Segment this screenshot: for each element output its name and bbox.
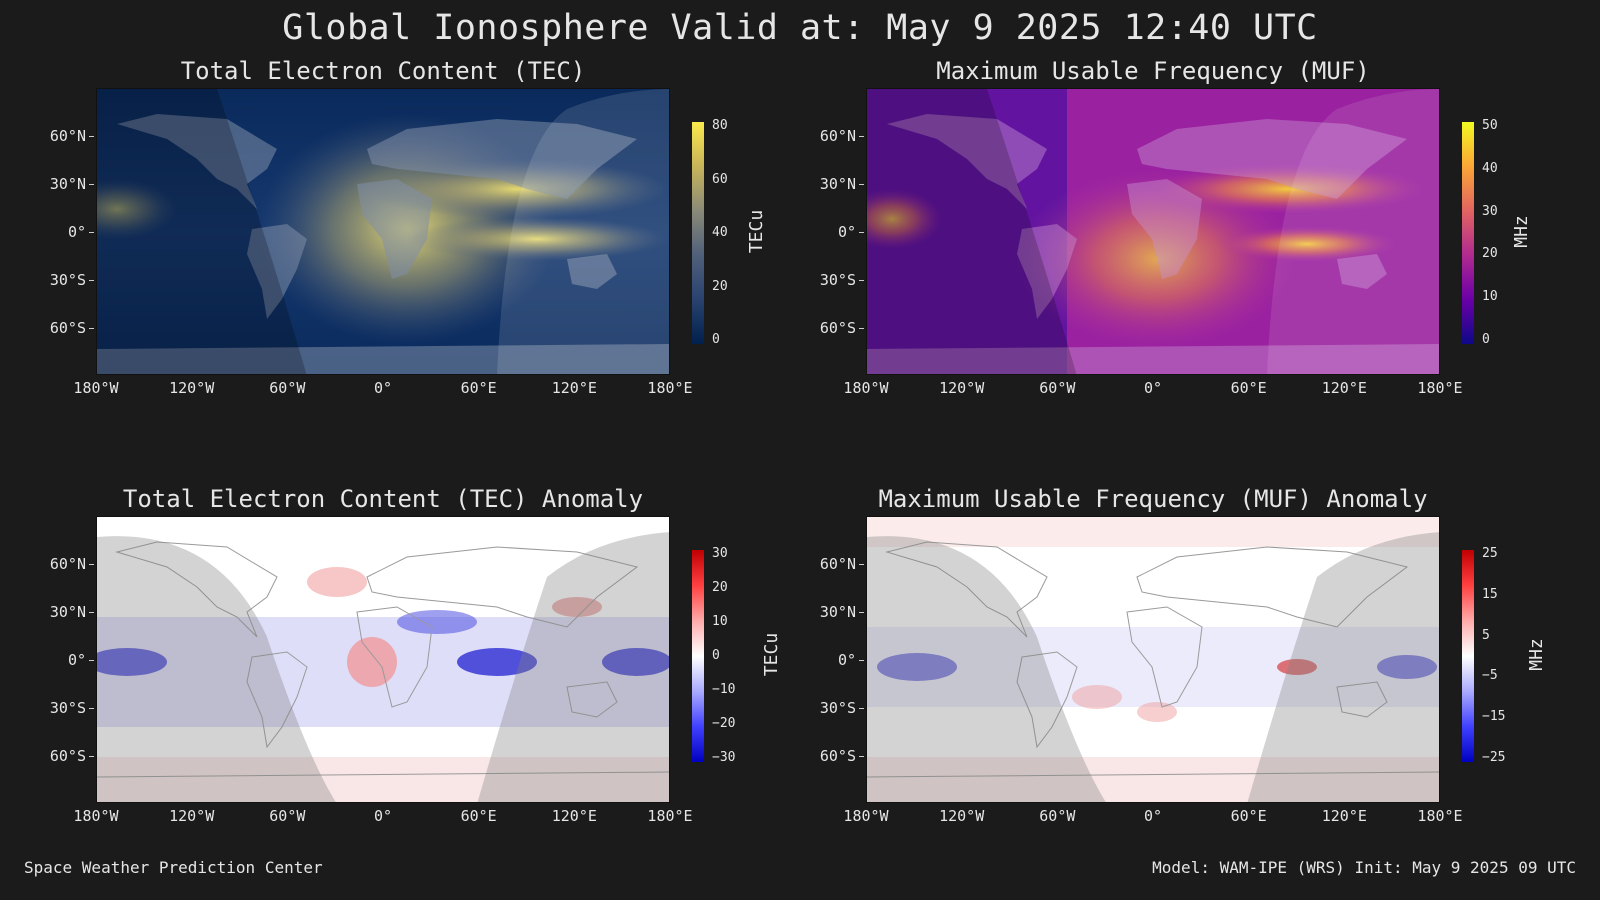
muf-anomaly-colorbar (1462, 550, 1474, 762)
latitude-tick-label: 30°N (26, 603, 94, 621)
longitude-tick-label: 180°E (1417, 807, 1463, 825)
longitude-tick-label: 60°W (1039, 807, 1076, 825)
colorbar-unit-label: TECu (761, 632, 783, 677)
colorbar-tick-label: 30 (712, 546, 728, 561)
colorbar-tick-label: −15 (1482, 709, 1506, 725)
longitude-tick-label: 120°W (939, 807, 985, 825)
longitude-tick-label: 120°W (169, 379, 215, 397)
colorbar-tick-label: 0 (712, 648, 720, 663)
latitude-tick-label: 30°S (796, 271, 864, 289)
longitude-tick-label: 120°E (1321, 807, 1367, 825)
colorbar-tick-label: 5 (1482, 627, 1490, 643)
colorbar-tick-label: 20 (712, 580, 728, 595)
tec-panel-title: Total Electron Content (TEC) (180, 57, 586, 85)
muf-anomaly-map (866, 516, 1440, 803)
colorbar-tick-label: 25 (1482, 546, 1498, 561)
tec-anomaly-colorbar (692, 550, 704, 762)
latitude-tick-label: 0° (26, 223, 94, 241)
colorbar-tick-label: 20 (712, 278, 728, 294)
longitude-tick-label: 120°E (1321, 379, 1367, 397)
latitude-tick-label: 60°N (26, 127, 94, 145)
longitude-tick-label: 60°W (269, 807, 306, 825)
longitude-tick-label: 120°W (939, 379, 985, 397)
latitude-tick-label: 0° (796, 651, 864, 669)
longitude-tick-label: 60°E (460, 379, 497, 397)
longitude-tick-label: 180°E (1417, 379, 1463, 397)
colorbar-tick-label: −25 (1482, 750, 1506, 765)
colorbar-tick-label: 15 (1482, 586, 1498, 602)
colorbar-tick-label: 0 (712, 332, 720, 347)
longitude-tick-label: 0° (373, 379, 393, 397)
latitude-tick-label: 0° (796, 223, 864, 241)
muf-panel-title: Maximum Usable Frequency (MUF) (936, 57, 1370, 85)
latitude-tick-label: 60°S (26, 319, 94, 337)
longitude-tick-label: 60°W (1039, 379, 1076, 397)
colorbar-tick-label: 40 (1482, 160, 1498, 176)
muf-map (866, 88, 1440, 375)
longitude-tick-label: 60°E (460, 807, 497, 825)
longitude-tick-label: 180°W (73, 379, 119, 397)
longitude-tick-label: 0° (373, 807, 393, 825)
latitude-tick-label: 30°S (796, 699, 864, 717)
longitude-tick-label: 180°E (647, 807, 693, 825)
longitude-tick-label: 180°W (843, 379, 889, 397)
colorbar-tick-label: 0 (1482, 332, 1490, 347)
latitude-tick-label: 60°S (796, 747, 864, 765)
footer-credit: Space Weather Prediction Center (24, 858, 323, 877)
colorbar-tick-label: 50 (1482, 118, 1498, 133)
latitude-tick-label: 60°N (26, 555, 94, 573)
longitude-tick-label: 180°W (843, 807, 889, 825)
page-title: Global Ionosphere Valid at: May 9 2025 1… (282, 8, 1318, 48)
longitude-tick-label: 180°E (647, 379, 693, 397)
longitude-tick-label: 60°W (269, 379, 306, 397)
longitude-tick-label: 120°W (169, 807, 215, 825)
colorbar-unit-label: MHz (1510, 215, 1532, 248)
colorbar-tick-label: 10 (1482, 289, 1498, 305)
longitude-tick-label: 0° (1143, 379, 1163, 397)
latitude-tick-label: 60°S (796, 319, 864, 337)
longitude-tick-label: 120°E (551, 379, 597, 397)
latitude-tick-label: 30°N (796, 603, 864, 621)
colorbar-unit-label: TECu (746, 209, 768, 254)
colorbar-tick-label: 20 (1482, 246, 1498, 262)
colorbar-tick-label: −5 (1482, 668, 1498, 684)
colorbar-tick-label: 30 (1482, 203, 1498, 219)
muf-anomaly-panel-title: Maximum Usable Frequency (MUF) Anomaly (878, 485, 1428, 513)
colorbar-tick-label: 10 (712, 614, 728, 629)
longitude-tick-label: 120°E (551, 807, 597, 825)
tec-anomaly-map (96, 516, 670, 803)
colorbar-tick-label: 40 (712, 225, 728, 240)
latitude-tick-label: 0° (26, 651, 94, 669)
tec-map (96, 88, 670, 375)
muf-colorbar (1462, 122, 1474, 344)
longitude-tick-label: 180°W (73, 807, 119, 825)
latitude-tick-label: 30°N (796, 175, 864, 193)
latitude-tick-label: 60°N (796, 127, 864, 145)
longitude-tick-label: 0° (1143, 807, 1163, 825)
latitude-tick-label: 30°N (26, 175, 94, 193)
longitude-tick-label: 60°E (1230, 807, 1267, 825)
colorbar-tick-label: −20 (712, 716, 736, 731)
colorbar-unit-label: MHz (1525, 638, 1547, 671)
colorbar-tick-label: −30 (712, 750, 736, 765)
tec-colorbar (692, 122, 704, 344)
latitude-tick-label: 60°N (796, 555, 864, 573)
colorbar-tick-label: 60 (712, 171, 728, 187)
footer-model-info: Model: WAM-IPE (WRS) Init: May 9 2025 09… (1152, 858, 1576, 877)
colorbar-tick-label: 80 (712, 118, 728, 133)
latitude-tick-label: 60°S (26, 747, 94, 765)
colorbar-tick-label: −10 (712, 682, 736, 697)
longitude-tick-label: 60°E (1230, 379, 1267, 397)
latitude-tick-label: 30°S (26, 271, 94, 289)
tec-anomaly-panel-title: Total Electron Content (TEC) Anomaly (122, 485, 644, 513)
latitude-tick-label: 30°S (26, 699, 94, 717)
